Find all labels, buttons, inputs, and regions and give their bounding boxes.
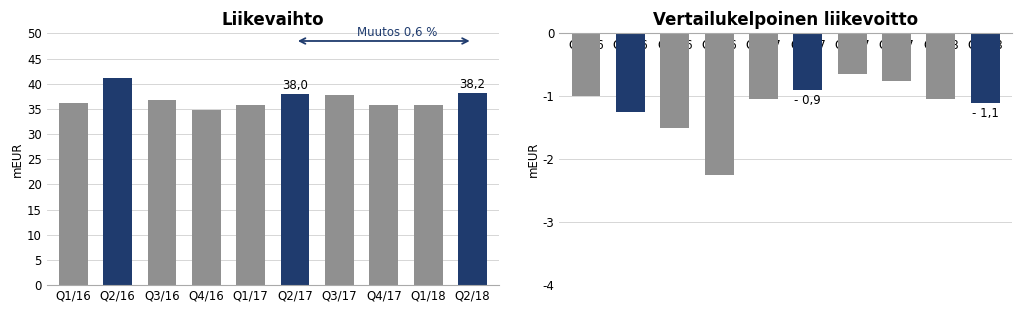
Bar [882,34,910,81]
Y-axis label: mEUR: mEUR [527,142,540,177]
Bar [660,34,690,128]
Bar [572,34,601,96]
Title: Vertailukelpoinen liikevoitto: Vertailukelpoinen liikevoitto [653,11,919,29]
Bar [458,93,487,285]
Bar [325,95,354,285]
Bar [103,78,132,285]
Bar [147,100,176,285]
Text: - 1,1: - 1,1 [972,107,998,120]
Bar [971,34,999,103]
Text: - 0,9: - 0,9 [795,95,821,107]
Bar [927,34,955,100]
Bar [59,103,88,285]
Bar [616,34,644,112]
Text: Muutos 0,6 %: Muutos 0,6 % [357,26,437,40]
Text: 38,0: 38,0 [282,79,308,92]
Bar [192,111,221,285]
Bar [369,105,398,285]
Bar [705,34,733,175]
Bar [236,105,265,285]
Bar [413,105,443,285]
Title: Liikevaihto: Liikevaihto [222,11,324,29]
Text: 38,2: 38,2 [459,78,486,91]
Bar [749,34,777,100]
Y-axis label: mEUR: mEUR [11,142,25,177]
Bar [280,94,310,285]
Bar [794,34,822,90]
Bar [838,34,866,74]
